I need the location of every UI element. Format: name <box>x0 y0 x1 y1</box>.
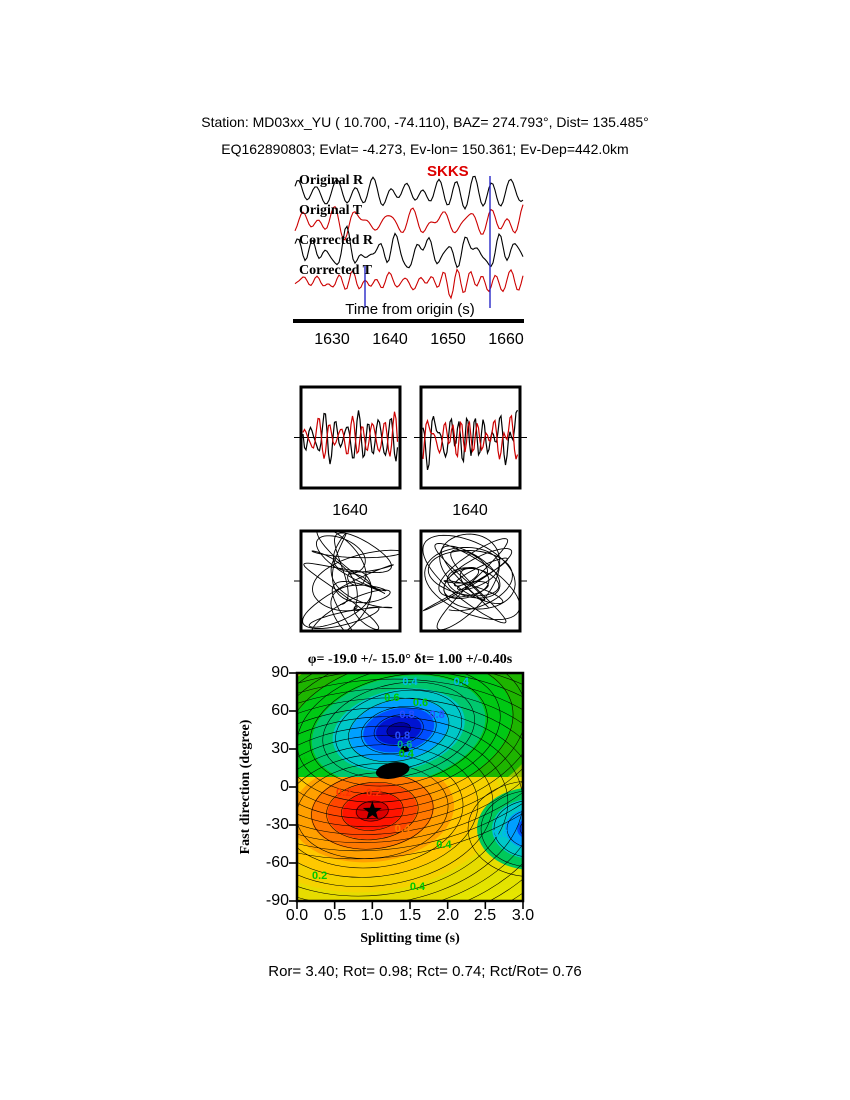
zoom-trace-t <box>302 411 399 459</box>
time-axis-label: Time from origin (s) <box>345 301 475 318</box>
zoom-trace-t <box>422 414 519 460</box>
contour-xlabel: Splitting time (s) <box>360 931 460 946</box>
ytick-m60: -60 <box>265 854 289 871</box>
station-header: Station: MD03xx_YU ( 10.700, -74.110), B… <box>201 114 649 130</box>
time-tick-1640: 1640 <box>372 331 408 348</box>
xtick-30: 3.0 <box>511 907 535 924</box>
xtick-0: 0.0 <box>285 907 309 924</box>
xtick-15: 1.5 <box>398 907 422 924</box>
contour-title: φ= -19.0 +/- 15.0° δt= 1.00 +/-0.40s <box>307 652 513 667</box>
corrected-t-label: Corrected T <box>299 263 372 278</box>
best-fit-star <box>362 801 382 820</box>
event-header: EQ162890803; Evlat= -4.273, Ev-lon= 150.… <box>221 141 629 157</box>
original-r-trace <box>294 175 524 210</box>
original-t-label: Original T <box>299 203 363 218</box>
seismogram-traces <box>293 175 524 323</box>
zoom-panel-frame <box>419 385 522 490</box>
xtick-05: 0.5 <box>323 907 347 924</box>
time-tick-1630: 1630 <box>314 331 350 348</box>
zoom-left-tick: 1640 <box>332 502 368 519</box>
ytick-30: 30 <box>271 740 289 757</box>
ytick-90: 90 <box>271 664 289 681</box>
corrected-r-trace <box>294 224 524 269</box>
zoom-waveform-panels <box>294 385 527 490</box>
time-tick-1660: 1660 <box>488 331 524 348</box>
quality-stats: Ror= 3.40; Rot= 0.98; Rct= 0.74; Rct/Rot… <box>268 963 582 980</box>
saddle-blob <box>375 762 410 779</box>
secondary-marker <box>400 746 409 752</box>
particle-motion-curve <box>422 533 519 630</box>
contour-lines <box>297 673 523 901</box>
ytick-60: 60 <box>271 702 289 719</box>
xtick-20: 2.0 <box>436 907 460 924</box>
corrected-t-trace <box>294 268 524 300</box>
zoom-panel-frame <box>299 385 402 490</box>
particle-motion-curve <box>302 532 399 630</box>
contour-axes <box>289 671 525 909</box>
zoom-right-tick: 1640 <box>452 502 488 519</box>
ytick-m90: -90 <box>265 892 289 909</box>
phase-label-skks: SKKS <box>427 163 469 180</box>
original-t-trace <box>294 204 524 241</box>
xtick-10: 1.0 <box>360 907 384 924</box>
misfit-contour-map <box>297 673 523 901</box>
particle-panel-frame <box>419 529 522 633</box>
particle-panel-frame <box>299 529 402 633</box>
original-r-label: Original R <box>299 173 364 188</box>
particle-motion-panels <box>294 529 527 633</box>
zoom-trace-r <box>422 409 519 471</box>
ytick-0: 0 <box>280 778 289 795</box>
time-tick-1650: 1650 <box>430 331 466 348</box>
corrected-r-label: Corrected R <box>299 233 373 248</box>
ytick-m30: -30 <box>265 816 289 833</box>
xtick-25: 2.5 <box>473 907 497 924</box>
